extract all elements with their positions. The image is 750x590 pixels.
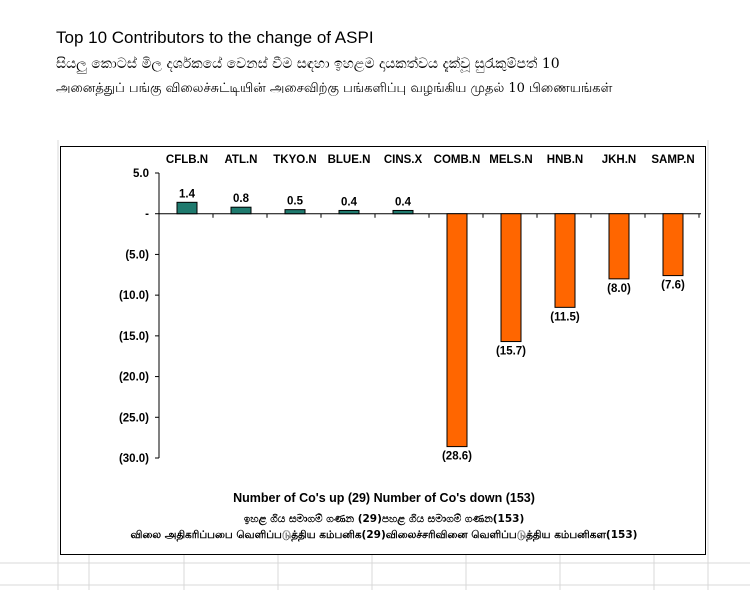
chart-title-tamil: அனைத்துப் பங்கு விலைச்சுட்டியின் அசைவிற்… xyxy=(56,81,613,96)
bar xyxy=(392,209,414,215)
chart-area: 5.0 - (5.0) (10.0) (15.0) (20.0) (25.0) (30.0) C… xyxy=(60,146,706,555)
data-label: (15.7) xyxy=(496,346,526,358)
y-tick-label: (15.0) xyxy=(119,331,149,343)
category-label: MELS.N xyxy=(489,154,532,166)
footer-summary-english: Number of Co's up (29) Number of Co's do… xyxy=(233,491,535,505)
bar xyxy=(284,209,306,215)
category-label: TKYO.N xyxy=(273,154,316,166)
bar xyxy=(446,213,468,448)
y-tick-label: (25.0) xyxy=(119,412,149,424)
y-tick-label: - xyxy=(145,209,149,221)
bar-chart: 5.0 - (5.0) (10.0) (15.0) (20.0) (25.0) (30.0) C… xyxy=(119,154,701,465)
footer-summary-tamil: விலை அதிகரிப்பபை வெளிப்படுத்திய கம்பனிக(… xyxy=(61,529,707,542)
category-label: CINS.X xyxy=(384,154,423,166)
footer-sinhala-up: ඉහළ ගිය සමාගම් ගණන (29) xyxy=(243,513,382,525)
data-label: 0.4 xyxy=(395,196,412,208)
bar xyxy=(176,201,198,215)
data-label: (11.5) xyxy=(550,311,580,323)
bar xyxy=(554,213,576,308)
bar xyxy=(662,213,684,277)
data-label: 0.8 xyxy=(233,193,250,205)
chart-title-english: Top 10 Contributors to the change of ASP… xyxy=(56,28,374,47)
category-label: HNB.N xyxy=(547,154,583,166)
footer-tamil-up: விலை அதிகரிப்பபை வெளிப்படுத்திய கம்பனிக(… xyxy=(130,529,386,541)
category-label: JKH.N xyxy=(602,154,637,166)
y-tick-label: 5.0 xyxy=(133,168,149,180)
bar xyxy=(608,213,630,280)
data-label: 0.4 xyxy=(341,196,358,208)
footer-tamil-down: விலைச்சரிவினை வெளிப்படுத்திய கம்பனிகள(15… xyxy=(385,529,638,541)
category-label: CFLB.N xyxy=(166,154,208,166)
category-label: SAMP.N xyxy=(651,154,694,166)
data-label: (8.0) xyxy=(607,283,631,295)
data-label: (7.6) xyxy=(661,280,685,292)
bar xyxy=(500,213,522,343)
bar xyxy=(230,206,252,215)
chart-title-sinhala: සියලු කොටස් මිල දර්ශකයේ වෙනස් වීම සඳහා ඉ… xyxy=(56,56,560,72)
y-tick-label: (5.0) xyxy=(125,249,149,261)
data-label: (28.6) xyxy=(442,451,472,463)
data-label: 0.5 xyxy=(287,196,304,208)
footer-sinhala-down: පහළ ගිය සමාගම් ගණන(153) xyxy=(381,513,525,525)
data-label: 1.4 xyxy=(179,188,196,200)
footer-summary-sinhala: ඉහළ ගිය සමාගම් ගණන (29)පහළ ගිය සමාගම් ගණ… xyxy=(61,513,707,526)
y-tick-label: (10.0) xyxy=(119,290,149,302)
y-tick-label: (30.0) xyxy=(119,453,149,465)
category-label: COMB.N xyxy=(434,154,481,166)
bar xyxy=(338,209,360,215)
category-label: BLUE.N xyxy=(328,154,371,166)
category-label: ATL.N xyxy=(224,154,257,166)
y-tick-label: (20.0) xyxy=(119,372,149,384)
